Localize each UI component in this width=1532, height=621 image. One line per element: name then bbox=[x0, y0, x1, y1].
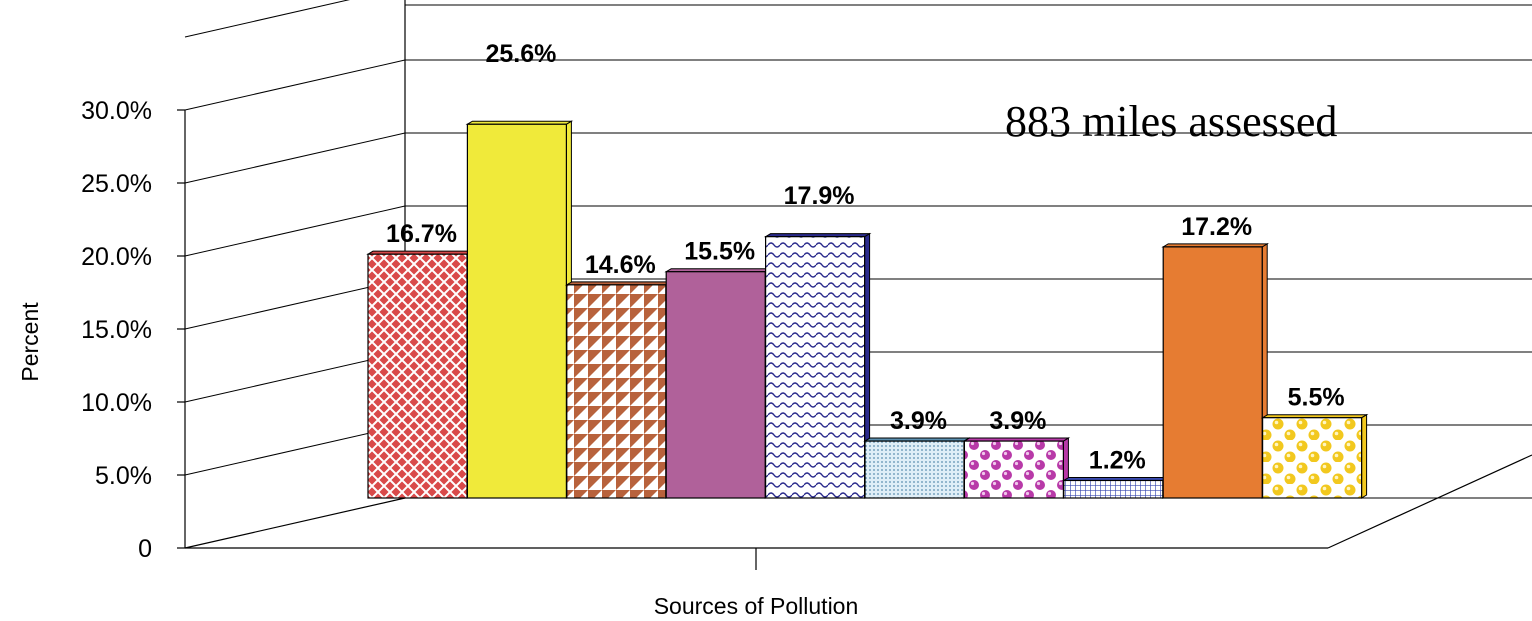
bar-4 bbox=[665, 271, 766, 499]
data-label-10: 5.5% bbox=[1288, 384, 1345, 412]
y-tick-label: 5.0% bbox=[95, 462, 152, 490]
gridlines bbox=[184, 0, 1532, 476]
data-label-5: 17.9% bbox=[784, 182, 855, 210]
y-tick-label: 20.0% bbox=[81, 243, 152, 271]
bar-3 bbox=[566, 284, 667, 499]
bar-side bbox=[1361, 413, 1368, 499]
data-label-3: 14.6% bbox=[585, 251, 656, 279]
gridline-side bbox=[184, 0, 351, 38]
bar-10 bbox=[1261, 417, 1363, 499]
bar-5 bbox=[764, 236, 866, 499]
y-tick-label: 10.0% bbox=[81, 389, 152, 417]
gridline-side bbox=[184, 205, 406, 257]
data-label-1: 16.7% bbox=[386, 220, 457, 248]
annotation-miles-assessed: 883 miles assessed bbox=[1005, 97, 1337, 146]
data-label-4: 15.5% bbox=[684, 238, 755, 266]
bar-7 bbox=[963, 440, 1065, 499]
y-axis-title: Percent bbox=[17, 302, 43, 382]
y-tick-label: 30.0% bbox=[81, 97, 152, 125]
data-label-2: 25.6% bbox=[485, 40, 556, 68]
y-tick-label: 0 bbox=[138, 535, 152, 563]
data-label-8: 1.2% bbox=[1089, 446, 1146, 474]
data-label-9: 17.2% bbox=[1181, 213, 1252, 241]
bars bbox=[366, 120, 1369, 499]
data-labels: 16.7% 25.6% 14.6% 15.5% 17.9% 3.9% 3.9% 1.2% 17.… bbox=[386, 40, 1345, 474]
gridline-side bbox=[184, 132, 406, 184]
bar-2 bbox=[466, 123, 567, 499]
bar-1 bbox=[367, 253, 468, 499]
gridline-side bbox=[184, 59, 406, 111]
bar-9 bbox=[1162, 246, 1263, 499]
data-label-7: 3.9% bbox=[989, 407, 1046, 435]
y-tick-label: 15.0% bbox=[81, 316, 152, 344]
data-label-6: 3.9% bbox=[890, 407, 947, 435]
y-tick-label: 25.0% bbox=[81, 170, 152, 198]
bar-8 bbox=[1063, 479, 1164, 499]
bar-6 bbox=[864, 440, 965, 499]
floor-left-edge bbox=[184, 497, 406, 549]
floor-right-edge bbox=[1327, 454, 1532, 549]
y-axis-ticks: 0 5.0% 10.0% 15.0% 20.0% 25.0% 30.0% bbox=[81, 97, 185, 563]
x-axis-title: Sources of Pollution bbox=[654, 593, 859, 619]
